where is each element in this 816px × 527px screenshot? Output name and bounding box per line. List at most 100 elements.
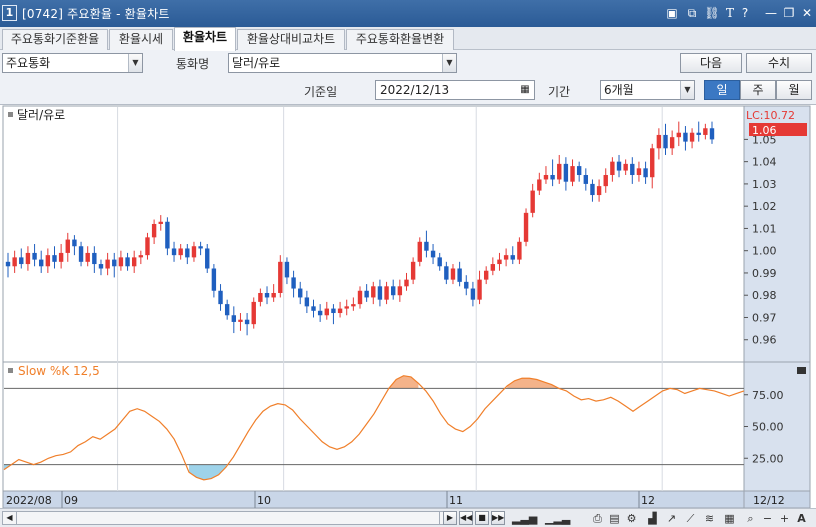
stochastic-series (3, 375, 745, 481)
horizontal-scrollbar[interactable]: ◀ ▶ (2, 511, 454, 525)
candle-body (165, 221, 170, 249)
window-number-badge[interactable]: 1 (2, 5, 17, 21)
chevron-down-icon[interactable]: ▼ (128, 54, 142, 72)
zoom-out-icon[interactable]: − (762, 512, 773, 525)
tab-major-currency-rate[interactable]: 주요통화기준환율 (2, 29, 108, 50)
zoom-icon[interactable]: ⌕ (747, 512, 754, 525)
candle-body (125, 257, 130, 267)
scroll-left-icon[interactable]: ◀ (3, 512, 17, 524)
trend-icon[interactable]: ↗ (666, 512, 677, 525)
candle-body (696, 132, 701, 135)
price-panel-marker-icon[interactable] (8, 112, 13, 117)
chart-type-icon[interactable]: ▁▂▃ (545, 512, 571, 525)
bottom-toolbar: ◀ ▶ ▶ ◀◀ ■ ▶▶ ▂▃▅ ▁▂▃ ⎙ ▤ ⚙ ▟ ↗ ⟋ ≋ ▦ ⌕ … (0, 508, 816, 527)
price-tick-label: 0.96 (752, 334, 777, 347)
candle-body (464, 281, 469, 289)
candle-body (304, 297, 310, 307)
candle-body (19, 257, 24, 265)
candle-body (669, 137, 675, 149)
window-list-icon[interactable]: ▣ (666, 6, 678, 20)
chart-svg[interactable]: 1.05 1.04 1.03 1.02 1.01 1.00 0.99 0.98 0.97 0.96… (0, 105, 816, 511)
candle-body (444, 266, 449, 280)
candle-body (244, 319, 250, 325)
stoch-panel-close-icon[interactable] (797, 367, 806, 374)
next-button[interactable]: 다음 (680, 53, 742, 73)
interval-month-button[interactable]: 월 (776, 80, 812, 100)
candle-body (171, 248, 177, 256)
period-select[interactable]: 6개월 ▼ (600, 80, 695, 100)
link-icon[interactable]: ⛓ (704, 6, 720, 20)
grid-icon[interactable]: ▦ (724, 512, 735, 525)
stoch-panel[interactable] (2, 361, 745, 492)
indicator-icon[interactable]: ▟ (648, 512, 657, 525)
stop-icon[interactable]: ■ (475, 511, 489, 525)
text-size-icon[interactable]: T (725, 6, 734, 20)
minimize-icon[interactable]: — (765, 6, 777, 20)
lc-label: LC:10.72 (746, 109, 795, 122)
date-tick-label: 12 (641, 494, 655, 507)
bar-chart-icon[interactable]: ▂▃▅ (512, 512, 538, 525)
copy-window-icon[interactable]: ⧉ (687, 6, 697, 20)
candle-body (703, 128, 708, 135)
price-tick-label: 1.03 (752, 178, 777, 191)
price-axis-panel (743, 105, 811, 363)
line-draw-icon[interactable]: ⟋ (686, 512, 695, 525)
candle-body (264, 292, 270, 298)
tab-bar: 주요통화기준환율 환율시세 환율차트 환율상대비교차트 주요통화환율변환 (0, 27, 816, 51)
candle-body (198, 246, 203, 249)
chart-area[interactable]: 1.05 1.04 1.03 1.02 1.01 1.00 0.99 0.98 0.97 0.96… (0, 104, 816, 510)
candle-body (218, 290, 223, 305)
date-tick-label: 10 (257, 494, 271, 507)
candle-body (364, 290, 369, 298)
restore-icon[interactable]: ❐ (783, 6, 795, 20)
candle-body (98, 264, 104, 269)
candle-body (437, 257, 442, 267)
base-date-field[interactable]: 2022/12/13 ▦ (375, 80, 535, 100)
candle-body (576, 166, 582, 176)
close-icon[interactable]: ✕ (801, 6, 813, 20)
candle-body (298, 288, 303, 298)
candle-body (603, 175, 608, 187)
scroll-end-icon[interactable]: ▶ (443, 511, 457, 525)
candle-body (78, 246, 84, 262)
chevron-down-icon[interactable]: ▼ (442, 54, 456, 72)
group-select[interactable]: 주요통화 ▼ (2, 53, 143, 73)
candle-body (616, 161, 622, 171)
candle-body (344, 306, 349, 309)
interval-day-button[interactable]: 일 (704, 80, 740, 100)
candle-body (105, 259, 110, 269)
stoch-tick-label: 25.00 (752, 452, 784, 465)
candle-body (278, 261, 283, 293)
candle-body (424, 241, 429, 251)
save-icon[interactable]: ▤ (609, 512, 620, 525)
stoch-tick-label: 50.00 (752, 421, 784, 434)
fast-forward-icon[interactable]: ▶▶ (491, 511, 505, 525)
candle-body (25, 252, 31, 265)
candle-body (205, 248, 210, 269)
auto-scale-icon[interactable]: A (797, 512, 806, 525)
price-tick-label: 0.99 (752, 267, 777, 280)
candle-body (676, 132, 681, 138)
tab-rate-chart[interactable]: 환율차트 (174, 27, 236, 51)
print-icon[interactable]: ⎙ (593, 512, 602, 525)
stoch-axis-ticks: 75.00 50.00 25.00 (744, 389, 784, 465)
currency-select-value: 달러/유로 (232, 56, 281, 70)
candle-body (510, 255, 515, 260)
value-button[interactable]: 수치 (746, 53, 812, 73)
currency-select[interactable]: 달러/유로 ▼ (228, 53, 457, 73)
stoch-panel-marker-icon[interactable] (8, 368, 13, 373)
settings-icon[interactable]: ⚙ (626, 512, 637, 525)
candle-body (5, 261, 11, 267)
help-icon[interactable]: ? (741, 6, 749, 20)
compare-icon[interactable]: ≋ (704, 512, 715, 525)
zoom-in-icon[interactable]: + (779, 512, 790, 525)
price-panel[interactable] (2, 105, 745, 363)
tab-currency-converter[interactable]: 주요통화환율변환 (346, 29, 454, 50)
calendar-icon[interactable]: ▦ (520, 84, 530, 95)
chevron-down-icon[interactable]: ▼ (680, 81, 694, 99)
interval-week-button[interactable]: 주 (740, 80, 776, 100)
tab-relative-chart[interactable]: 환율상대비교차트 (237, 29, 345, 50)
price-tick-label: 0.98 (752, 289, 777, 302)
tab-rate-quotes[interactable]: 환율시세 (109, 29, 173, 50)
rewind-icon[interactable]: ◀◀ (459, 511, 473, 525)
